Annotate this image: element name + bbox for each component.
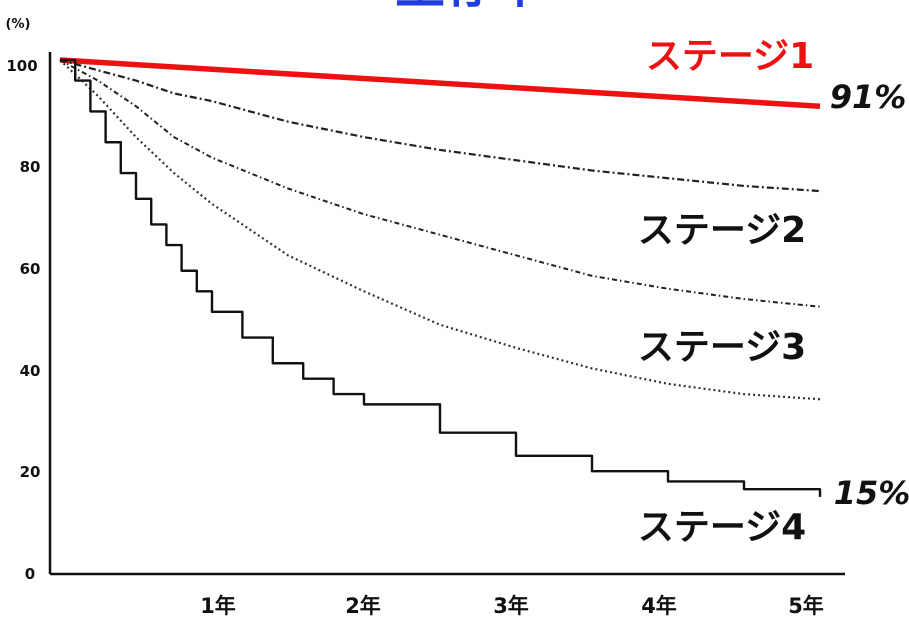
y-tick-40: 40: [20, 362, 41, 380]
y-tick-100: 100: [6, 57, 37, 75]
y-tick-labels: 0 20 40 60 80 100: [6, 57, 40, 583]
x-tick-labels: 1年 2年 3年 4年 5年: [200, 594, 824, 617]
y-tick-0: 0: [25, 565, 35, 583]
end-label-stage1: 91%: [830, 78, 907, 116]
y-tick-20: 20: [20, 463, 41, 481]
series-line-2: [59, 58, 821, 193]
series-line-4: [59, 59, 821, 401]
axes: [48, 52, 845, 576]
series-label-stage1: ステージ1: [646, 36, 814, 77]
series-label-stage3: ステージ3: [638, 327, 806, 368]
x-tick-1: 1年: [200, 594, 236, 617]
y-axis-unit-label: (%): [6, 17, 31, 32]
y-tick-60: 60: [20, 260, 41, 278]
x-tick-2: 2年: [345, 594, 381, 617]
series-label-stage4: ステージ4: [638, 507, 806, 548]
x-tick-3: 3年: [493, 594, 529, 617]
y-tick-80: 80: [20, 158, 41, 176]
series-line-3: [59, 59, 821, 308]
series-label-stage2: ステージ2: [638, 210, 806, 251]
series-line-5: [60, 58, 822, 497]
chart-title: 生存率: [395, 0, 545, 14]
end-label-stage4: 15%: [834, 474, 909, 512]
series-lines: [59, 57, 822, 497]
series-line-1: [59, 57, 821, 110]
x-tick-5: 5年: [788, 594, 824, 617]
x-tick-4: 4年: [641, 594, 677, 617]
